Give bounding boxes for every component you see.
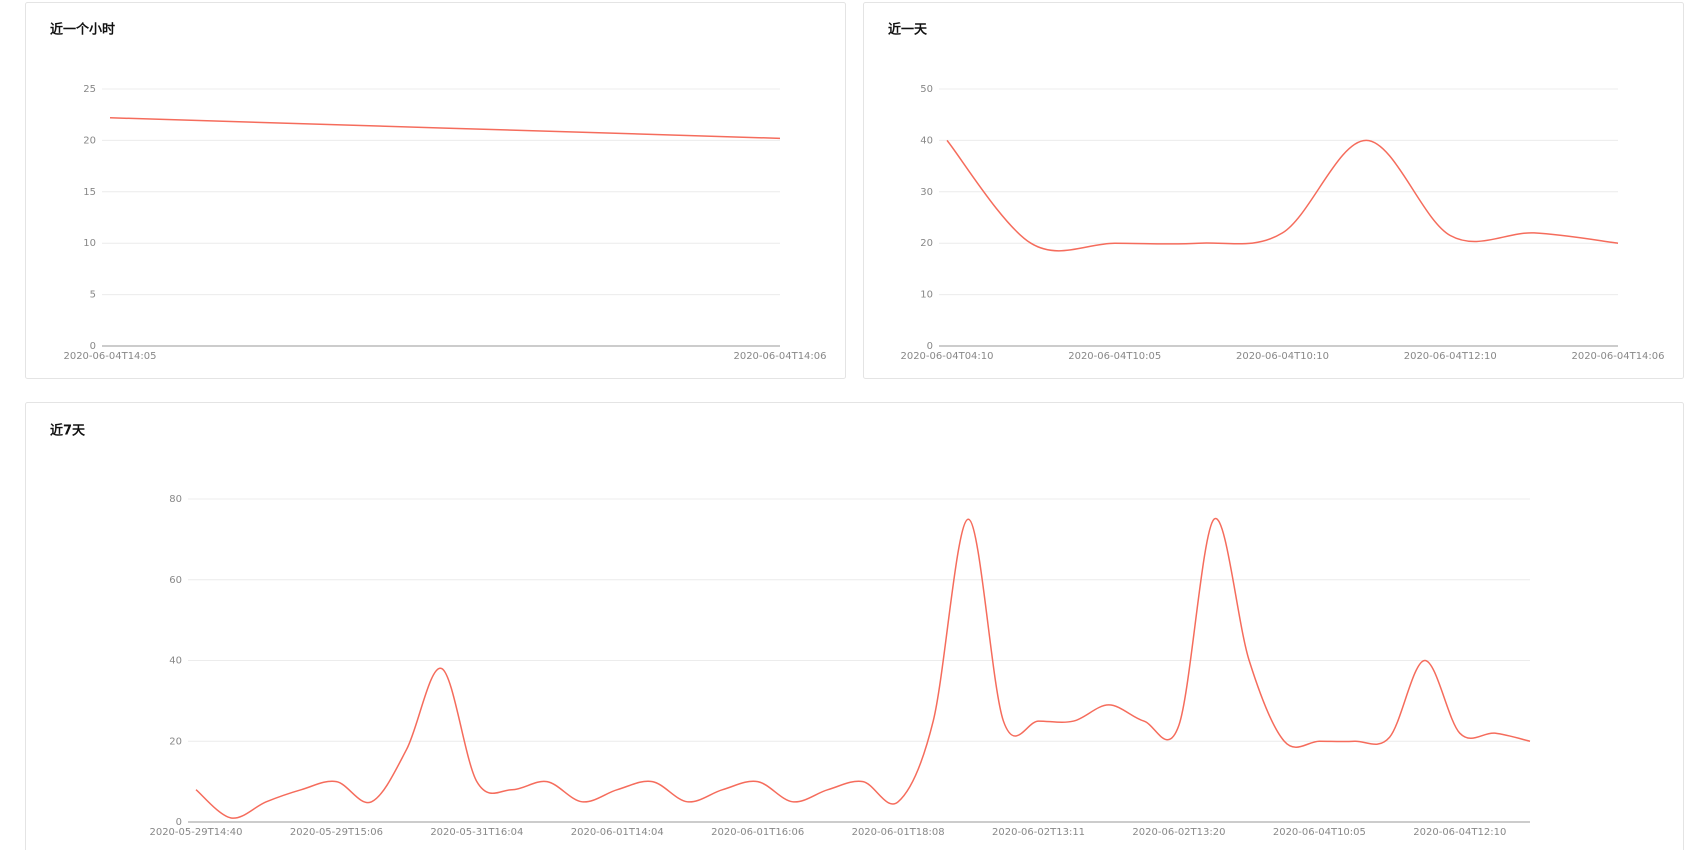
x-tick-label: 2020-05-29T14:40 <box>149 827 242 838</box>
y-tick-label: 10 <box>920 290 933 301</box>
y-tick-label: 80 <box>169 494 182 505</box>
x-tick-label: 2020-06-04T14:06 <box>733 351 826 362</box>
panel <box>25 402 1684 850</box>
x-tick-label: 2020-06-02T13:20 <box>1132 827 1225 838</box>
data-line <box>109 117 781 140</box>
y-tick-label: 60 <box>169 575 182 586</box>
x-tick-label: 2020-05-31T16:04 <box>430 827 523 838</box>
y-tick-label: 0 <box>90 341 96 352</box>
y-tick-label: 40 <box>920 135 933 146</box>
x-tick-label: 2020-06-04T14:05 <box>63 351 156 362</box>
y-tick-label: 15 <box>83 187 96 198</box>
panel-title: 近一个小时 <box>50 22 115 38</box>
y-tick-label: 0 <box>927 341 933 352</box>
x-tick-label: 2020-05-29T15:06 <box>290 827 383 838</box>
y-tick-label: 10 <box>83 238 96 249</box>
y-tick-label: 25 <box>83 84 96 95</box>
x-tick-label: 2020-06-04T12:10 <box>1404 351 1497 362</box>
x-tick-label: 2020-06-04T04:10 <box>900 351 993 362</box>
y-tick-label: 0 <box>176 817 182 828</box>
x-tick-label: 2020-06-04T12:10 <box>1413 827 1506 838</box>
x-tick-label: 2020-06-04T10:10 <box>1236 351 1329 362</box>
x-tick-label: 2020-06-04T14:06 <box>1571 351 1664 362</box>
y-tick-label: 20 <box>169 736 182 747</box>
x-tick-label: 2020-06-01T14:04 <box>571 827 664 838</box>
panel <box>25 2 846 379</box>
data-line <box>195 517 1531 819</box>
y-tick-label: 5 <box>90 290 96 301</box>
y-tick-label: 30 <box>920 187 933 198</box>
y-tick-label: 20 <box>920 238 933 249</box>
panel-title: 近一天 <box>888 22 928 38</box>
x-tick-label: 2020-06-01T18:08 <box>852 827 945 838</box>
y-tick-label: 20 <box>83 135 96 146</box>
x-tick-label: 2020-06-02T13:11 <box>992 827 1085 838</box>
data-line <box>946 139 1619 252</box>
x-tick-label: 2020-06-04T10:05 <box>1068 351 1161 362</box>
y-tick-label: 50 <box>920 84 933 95</box>
y-tick-label: 40 <box>169 656 182 667</box>
panel-title: 近7天 <box>50 423 86 439</box>
x-tick-label: 2020-06-01T16:06 <box>711 827 804 838</box>
panel <box>863 2 1684 379</box>
x-tick-label: 2020-06-04T10:05 <box>1273 827 1366 838</box>
